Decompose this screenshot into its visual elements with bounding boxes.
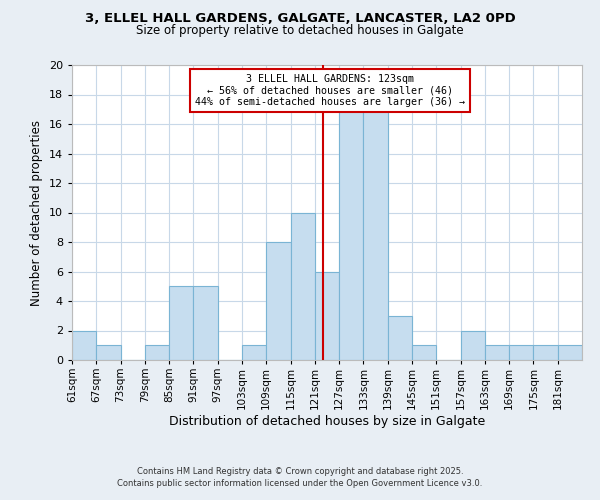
X-axis label: Distribution of detached houses by size in Galgate: Distribution of detached houses by size … [169, 414, 485, 428]
Text: Size of property relative to detached houses in Galgate: Size of property relative to detached ho… [136, 24, 464, 37]
Bar [72, 330, 96, 360]
Text: Contains HM Land Registry data © Crown copyright and database right 2025.
Contai: Contains HM Land Registry data © Crown c… [118, 466, 482, 487]
Bar [558, 345, 582, 360]
Bar [533, 345, 558, 360]
Bar [388, 316, 412, 360]
Bar [169, 286, 193, 360]
Bar [509, 345, 533, 360]
Bar [315, 272, 339, 360]
Bar [96, 345, 121, 360]
Text: 3, ELLEL HALL GARDENS, GALGATE, LANCASTER, LA2 0PD: 3, ELLEL HALL GARDENS, GALGATE, LANCASTE… [85, 12, 515, 26]
Bar [412, 345, 436, 360]
Bar [266, 242, 290, 360]
Bar [193, 286, 218, 360]
Bar [485, 345, 509, 360]
Bar [461, 330, 485, 360]
Bar [339, 110, 364, 360]
Bar [242, 345, 266, 360]
Bar [290, 212, 315, 360]
Text: 3 ELLEL HALL GARDENS: 123sqm
← 56% of detached houses are smaller (46)
44% of se: 3 ELLEL HALL GARDENS: 123sqm ← 56% of de… [194, 74, 464, 107]
Bar [145, 345, 169, 360]
Bar [364, 110, 388, 360]
Y-axis label: Number of detached properties: Number of detached properties [30, 120, 43, 306]
